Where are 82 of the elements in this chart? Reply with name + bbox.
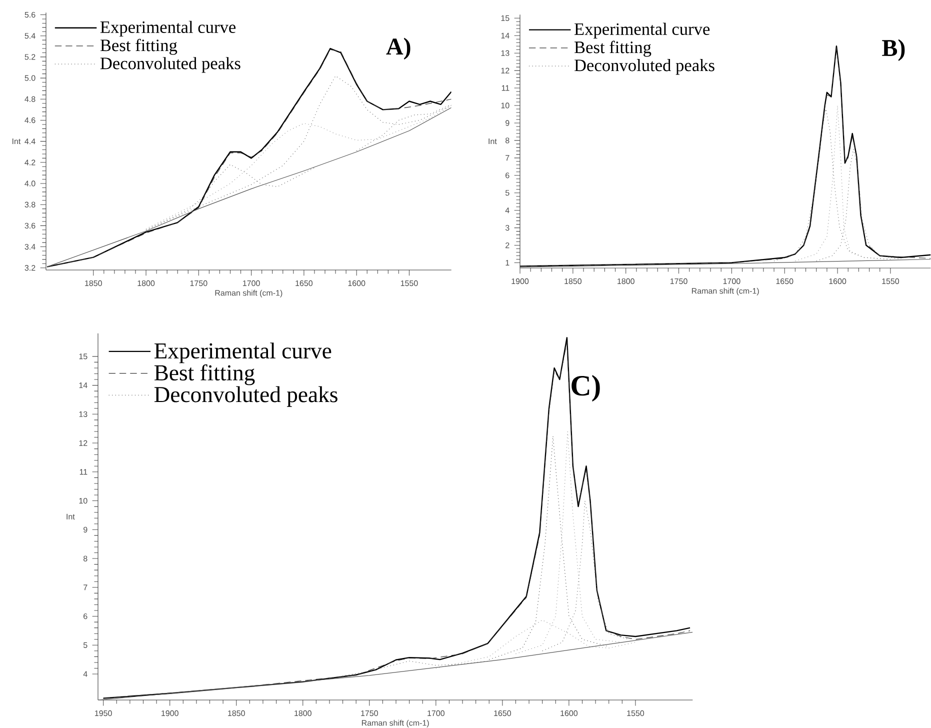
y-tick-label: 14 [501,32,510,38]
legend-label: Deconvoluted peaks [574,59,714,75]
x-tick-label: 1550 [882,278,900,284]
x-tick-label: 1750 [670,278,688,284]
y-tick-label: 3 [505,224,510,231]
legend-label: Best fitting [574,40,652,57]
x-tick-label: 1850 [228,710,245,716]
y-tick-label: 5 [505,190,510,196]
y-tick-label: 12 [501,68,510,74]
x-tick-label: 1700 [428,710,444,716]
x-tick-label: 1750 [190,280,208,286]
x-tick-label: 1850 [85,280,102,286]
y-tick-label: 6 [506,172,510,178]
x-tick-label: 1550 [627,710,644,716]
x-tick-label: 1800 [294,710,312,716]
y-tick-label: 4.2 [24,160,36,166]
x-tick-label: 1650 [296,280,313,286]
x-axis-title: Raman shift (cm-1) [215,290,282,298]
y-tick-label: 2 [506,242,510,248]
y-tick-label: 12 [79,440,88,446]
legend-label: Best fitting [154,364,255,386]
y-tick-label: 3.4 [24,244,36,250]
y-tick-label: 6 [84,613,88,620]
y-tick-label: 11 [502,85,510,91]
y-axis-title: Int [66,514,75,520]
legend-label: Experimental curve [154,342,332,364]
x-tick-label: 1700 [723,278,740,284]
y-tick-label: 5.4 [24,33,36,39]
y-tick-label: 9 [506,120,510,126]
y-tick-label: 15 [79,354,88,360]
x-axis-title: Raman shift (cm-1) [362,720,429,728]
y-tick-label: 11 [80,469,88,475]
x-tick-label: 1550 [400,280,418,286]
y-tick-label: 4.6 [24,117,36,124]
y-tick-label: 9 [84,526,88,532]
y-tick-label: 7 [84,584,88,590]
y-tick-label: 3.8 [24,202,36,208]
y-tick-label: 13 [79,411,88,418]
y-tick-label: 7 [506,155,510,161]
y-tick-label: 5.2 [24,54,36,60]
x-tick-label: 1700 [243,280,260,286]
y-tick-label: 15 [501,15,510,21]
legend-label: Experimental curve [100,20,236,37]
y-tick-label: 10 [79,498,88,504]
x-tick-label: 1600 [348,280,366,286]
x-axis-title: Raman shift (cm-1) [692,288,759,296]
x-tick-label: 1950 [95,710,112,716]
annotation: A) [386,38,410,60]
y-tick-label: 4 [505,208,510,214]
x-tick-label: 1900 [512,278,529,284]
y-axis-title: Int [488,138,497,144]
y-tick-label: 5 [83,642,88,648]
x-tick-label: 1600 [560,710,578,716]
y-tick-label: 4.0 [24,180,36,186]
y-tick-label: 3.6 [24,222,36,229]
legend-label: Deconvoluted peaks [154,386,338,407]
y-axis-title: Int [12,138,21,144]
x-tick-label: 1750 [361,710,378,716]
x-tick-label: 1650 [494,710,512,716]
x-tick-label: 1850 [564,278,582,284]
legend-label: Experimental curve [574,22,710,38]
y-tick-label: 5.6 [24,12,36,18]
y-tick-label: 13 [501,50,510,56]
annotation: C) [572,375,600,402]
y-tick-label: 5.0 [24,75,36,81]
x-tick-label: 1800 [138,280,155,286]
y-tick-label: 1 [506,260,510,266]
x-tick-label: 1900 [162,710,178,716]
annotation: B) [882,39,905,61]
x-tick-label: 1800 [618,278,634,284]
y-tick-label: 8 [84,556,88,562]
y-tick-label: 4.8 [24,96,36,102]
y-tick-label: 10 [501,102,510,108]
legend-label: Deconvoluted peaks [100,57,240,73]
x-tick-label: 1600 [829,278,846,284]
y-tick-label: 4.4 [24,138,36,144]
x-tick-label: 1650 [776,278,794,284]
legend-label: Best fitting [100,38,178,55]
y-tick-label: 4 [83,671,88,677]
y-tick-label: 3.2 [24,265,36,271]
y-tick-label: 14 [79,382,88,388]
y-tick-label: 8 [506,138,510,144]
